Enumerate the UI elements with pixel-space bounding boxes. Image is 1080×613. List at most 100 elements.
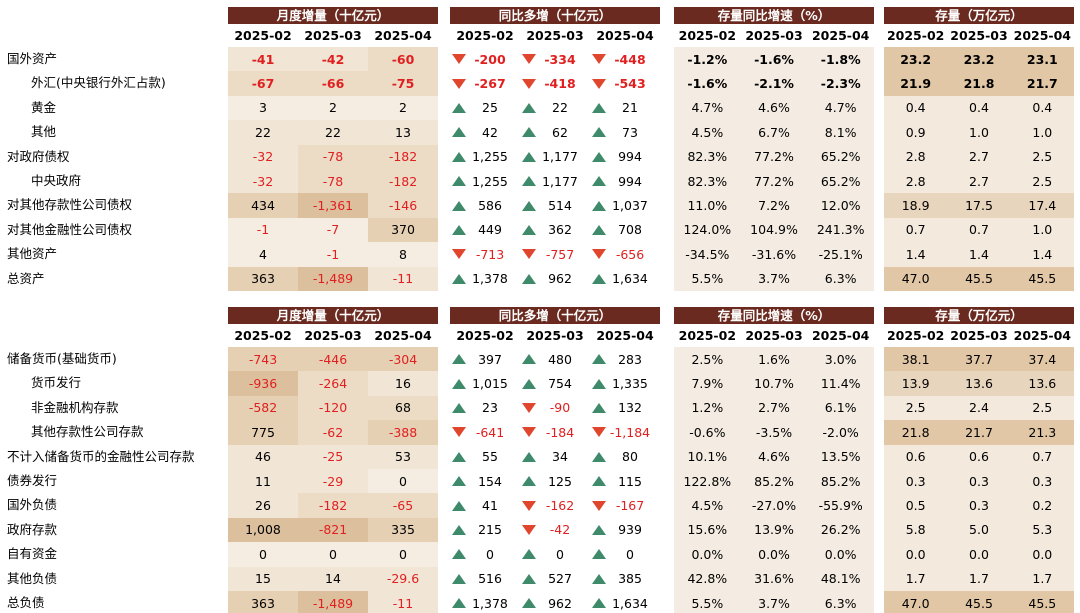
- monthly-cell: -1,489: [298, 590, 368, 613]
- monthly-cell: -388: [368, 420, 438, 445]
- triangle-up-icon: [522, 151, 536, 162]
- yoy-cell: 385: [590, 567, 660, 591]
- stock-cell: 23.2: [963, 51, 995, 67]
- yoy-value: 962: [548, 595, 572, 611]
- triangle-down-icon: [522, 54, 536, 65]
- table-row: 26 -182 -65: [228, 493, 438, 518]
- growth-cell: -31.6%: [751, 246, 797, 262]
- yoy-value: 22: [552, 100, 568, 116]
- month-label: 2025-04: [374, 28, 432, 43]
- monthly-cell: 775: [228, 420, 298, 445]
- yoy-cell: 34: [520, 445, 590, 469]
- row-label: 对其他金融性公司债权: [7, 221, 133, 237]
- month-label: 2025-02: [234, 28, 292, 43]
- table-row: 5.5% 3.7% 6.3%: [674, 590, 874, 613]
- triangle-up-icon: [452, 402, 466, 413]
- growth-cell: 13.5%: [820, 449, 861, 465]
- table-row: -34.5% -31.6% -25.1%: [674, 242, 874, 267]
- stock-cell: 2.7: [969, 149, 989, 165]
- table-row: -1.2% -1.6% -1.8%: [674, 47, 874, 72]
- stock-cell: 13.9: [901, 376, 930, 392]
- month-label: 2025-03: [950, 28, 1008, 43]
- month-label: 2025-02: [456, 28, 514, 43]
- monthly-cell: -1,489: [298, 266, 368, 291]
- table-row: -582 -120 68: [228, 395, 438, 421]
- growth-cell: 6.1%: [824, 400, 857, 416]
- table-row: 124.0% 104.9% 241.3%: [674, 217, 874, 243]
- stock-cell: 21.8: [901, 424, 930, 440]
- yoy-cell: 0: [450, 542, 520, 566]
- monthly-cell: 0: [298, 542, 368, 567]
- monthly-cell: -75: [368, 71, 438, 96]
- triangle-up-icon: [522, 451, 536, 462]
- stock-cell: 0.3: [969, 498, 989, 514]
- table-row: 1.4 1.4 1.4: [884, 242, 1074, 267]
- table-row: 非金融机构存款: [0, 396, 228, 420]
- liabilities-table: 储备货币(基础货币) 货币发行 非金融机构存款 其他存款性公司存款 不计入储备货币的金融…: [0, 307, 1080, 613]
- yoy-value: -334: [544, 51, 576, 67]
- monthly-cell: 11: [228, 468, 298, 494]
- yoy-value: -641: [475, 424, 505, 440]
- monthly-cell: -11: [368, 590, 438, 613]
- stock-cell: 17.5: [965, 198, 993, 214]
- month-label: 2025-04: [374, 328, 432, 343]
- table-row: 1,378 962 1,634: [450, 267, 660, 291]
- growth-cell: 1.2%: [691, 400, 724, 416]
- month-label: 2025-04: [596, 328, 654, 343]
- monthly-cell: -66: [298, 71, 368, 96]
- monthly-subheader: 2025-02 2025-03 2025-04: [228, 324, 438, 347]
- triangle-up-icon: [452, 200, 466, 211]
- monthly-cell: 370: [368, 217, 438, 243]
- yoy-value: 62: [552, 124, 568, 140]
- table-row: 2.8 2.7 2.5: [884, 168, 1074, 194]
- triangle-down-icon: [522, 500, 536, 511]
- growth-cell: 7.9%: [691, 376, 724, 392]
- yoy-value: 1,634: [612, 271, 648, 287]
- table-row: 2.5% 1.6% 3.0%: [674, 347, 874, 372]
- table-row: -1.6% -2.1% -2.3%: [674, 71, 874, 96]
- growth-cell: 1.6%: [758, 351, 790, 367]
- yoy-value: 939: [618, 522, 642, 538]
- yoy-cell: 125: [520, 469, 590, 493]
- yoy-value: -418: [544, 76, 576, 92]
- monthly-cell: 8: [368, 242, 438, 267]
- yoy-cell: 1,037: [590, 193, 660, 217]
- growth-cell: -0.6%: [689, 424, 726, 440]
- monthly-subheader: 2025-02 2025-03 2025-04: [228, 24, 438, 47]
- stock-cell: 0.0: [905, 546, 926, 562]
- triangle-up-icon: [452, 524, 466, 535]
- monthly-cell: -582: [228, 395, 298, 421]
- table-row: 25 22 21: [450, 96, 660, 120]
- triangle-down-icon: [452, 78, 466, 89]
- table-row: 4.5% 6.7% 8.1%: [674, 120, 874, 145]
- row-label: 货币发行: [31, 375, 82, 391]
- triangle-down-icon: [522, 249, 536, 260]
- table-row: 586 514 1,037: [450, 193, 660, 217]
- triangle-up-icon: [592, 224, 606, 235]
- table-row: 1,008 -821 335: [228, 517, 438, 543]
- yoy-value: 125: [548, 473, 572, 489]
- table-row: 449 362 708: [450, 218, 660, 242]
- growth-cell: 65.2%: [820, 149, 861, 165]
- stock-cell: 47.0: [901, 595, 930, 611]
- monthly-cell: 0: [368, 542, 438, 567]
- triangle-up-icon: [452, 102, 466, 113]
- yoy-value: 283: [618, 351, 642, 367]
- table-row: 4 -1 8: [228, 242, 438, 267]
- yoy-value: -90: [549, 400, 571, 416]
- row-label: 自有资金: [7, 546, 58, 562]
- row-label: 非金融机构存款: [31, 399, 119, 415]
- table-row: 对其他金融性公司债权: [0, 218, 228, 242]
- yoy-cell: 283: [590, 347, 660, 371]
- table-row: -713 -757 -656: [450, 242, 660, 266]
- table-row: -32 -78 -182: [228, 144, 438, 169]
- yoy-cell: -1,184: [590, 420, 660, 444]
- monthly-cell: -29: [298, 468, 368, 494]
- yoy-cell: 42: [450, 120, 520, 144]
- monthly-cell: 1,008: [228, 517, 298, 543]
- triangle-down-icon: [522, 402, 536, 413]
- row-label: 外汇(中央银行外汇占款): [31, 75, 166, 91]
- monthly-cell: -446: [298, 347, 368, 372]
- yoy-value: -162: [545, 498, 575, 514]
